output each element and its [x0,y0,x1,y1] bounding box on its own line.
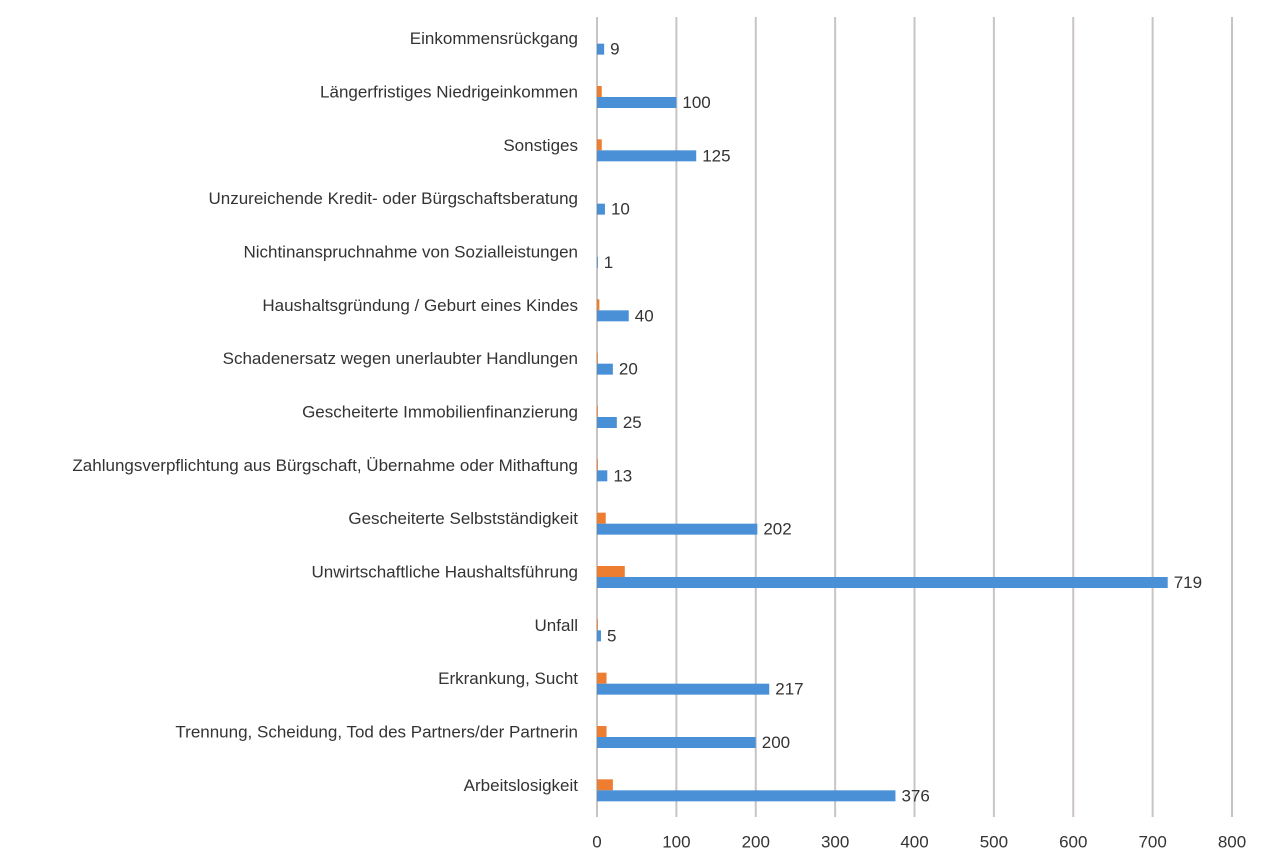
y-tick-label: Sonstiges [503,136,578,155]
bar [597,726,607,737]
bar [597,790,896,802]
data-label: 5 [607,626,616,645]
y-tick-label: Längerfristiges Niedrigeinkommen [320,82,578,101]
x-tick-label: 200 [742,832,770,851]
y-tick-label: Gescheiterte Immobilienfinanzierung [302,402,578,421]
x-tick-label: 100 [662,832,690,851]
x-tick-label: 500 [980,832,1008,851]
y-tick-label: Unzureichende Kredit- oder Bürgschaftsbe… [209,189,579,208]
x-tick-label: 0 [592,832,601,851]
bar [597,459,598,471]
y-tick-label: Arbeitslosigkeit [464,776,579,795]
bar [597,406,598,417]
bar [597,299,600,311]
bar [597,150,697,162]
bar [597,577,1168,588]
bar [597,97,677,108]
bar [597,523,758,535]
y-tick-label: Zahlungsverpflichtung aus Bürgschaft, Üb… [72,456,578,475]
data-label: 719 [1174,573,1202,592]
y-tick-label: Haushaltsgründung / Geburt eines Kindes [262,296,578,315]
data-label: 10 [611,200,630,219]
bar [597,417,617,428]
bar [597,512,606,524]
y-tick-label: Schadenersatz wegen unerlaubter Handlung… [223,349,578,368]
bar [597,672,607,684]
bar [597,737,756,748]
data-label: 1 [604,253,613,272]
data-label: 200 [762,733,790,752]
data-label: 9 [610,40,619,59]
bar [597,310,629,322]
data-label: 125 [702,146,730,165]
bar [597,352,598,364]
x-tick-label: 600 [1059,832,1087,851]
y-tick-label: Unfall [535,616,578,635]
x-tick-label: 400 [900,832,928,851]
x-tick-label: 700 [1138,832,1166,851]
data-label: 20 [619,360,638,379]
x-tick-label: 800 [1218,832,1246,851]
bar [597,470,608,482]
data-label: 217 [775,680,803,699]
bar [597,257,598,268]
x-tick-label: 300 [821,832,849,851]
bar [597,86,602,97]
bar [597,619,598,631]
y-tick-label: Nichtinanspruchnahme von Sozialleistunge… [243,242,578,261]
bar [597,43,605,55]
bar [597,203,605,215]
bar [597,779,613,791]
data-label: 202 [763,520,791,539]
bar [597,566,625,577]
bar [597,363,613,375]
bar [597,139,602,151]
bar [597,630,601,642]
data-label: 25 [623,413,642,432]
data-label: 40 [635,306,654,325]
data-label: 13 [613,466,632,485]
data-label: 376 [901,786,929,805]
y-tick-label: Erkrankung, Sucht [438,669,578,688]
y-tick-label: Unwirtschaftliche Haushaltsführung [312,562,578,581]
bar [597,683,770,695]
data-label: 100 [682,93,710,112]
y-tick-label: Trennung, Scheidung, Tod des Partners/de… [175,722,578,741]
y-tick-label: Einkommensrückgang [410,29,578,48]
y-tick-label: Gescheiterte Selbstständigkeit [348,509,578,528]
